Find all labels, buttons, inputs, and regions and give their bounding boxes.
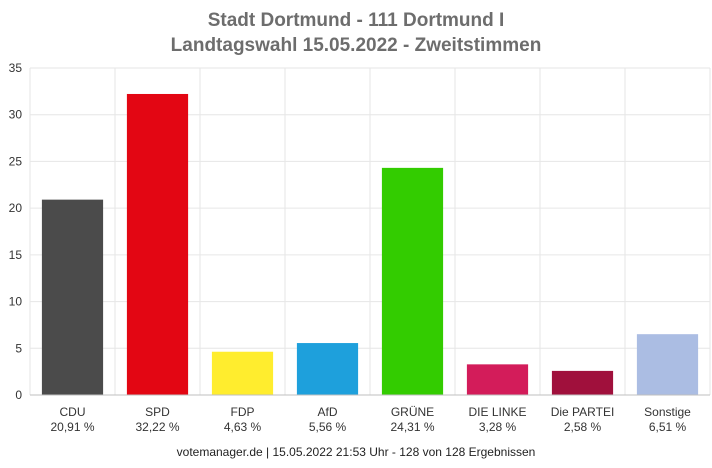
chart-title-line-2: Landtagswahl 15.05.2022 - Zweitstimmen — [170, 35, 542, 56]
x-value-label: 3,28 % — [479, 420, 517, 434]
bar-fdp — [211, 351, 274, 395]
bar-spd — [126, 93, 189, 395]
y-tick-label: 20 — [9, 201, 23, 215]
x-category-label: GRÜNE — [391, 405, 434, 419]
x-value-label: 4,63 % — [224, 420, 262, 434]
x-value-label: 32,22 % — [135, 420, 179, 434]
bar-afd — [296, 343, 359, 395]
chart-title-line-1: Stadt Dortmund - 111 Dortmund I — [207, 10, 505, 31]
y-tick-label: 10 — [9, 295, 23, 309]
chart-footer: votemanager.de | 15.05.2022 21:53 Uhr - … — [176, 445, 536, 459]
y-tick-label: 25 — [9, 154, 23, 168]
x-value-label: 24,31 % — [390, 420, 434, 434]
bar-die-linke — [466, 364, 529, 395]
y-tick-label: 5 — [15, 341, 22, 355]
y-tick-label: 30 — [9, 108, 23, 122]
x-value-label: 20,91 % — [50, 420, 94, 434]
x-category-label: Sonstige — [644, 405, 691, 419]
x-category-label: SPD — [145, 405, 170, 419]
bar-die-partei — [551, 370, 614, 395]
x-value-label: 2,58 % — [564, 420, 602, 434]
y-tick-label: 0 — [15, 388, 22, 402]
x-category-label: AfD — [317, 405, 337, 419]
x-category-label: Die PARTEI — [551, 405, 615, 419]
y-tick-label: 35 — [9, 61, 23, 75]
bar-sonstige — [636, 334, 699, 395]
x-category-label: DIE LINKE — [468, 405, 526, 419]
chart-title: Stadt Dortmund - 111 Dortmund I Landtags… — [0, 8, 712, 58]
x-value-label: 6,51 % — [649, 420, 687, 434]
x-category-label: FDP — [231, 405, 255, 419]
x-category-label: CDU — [60, 405, 86, 419]
y-tick-label: 15 — [9, 248, 23, 262]
bar-grüne — [381, 167, 444, 395]
x-value-label: 5,56 % — [309, 420, 347, 434]
bar-cdu — [41, 199, 104, 395]
